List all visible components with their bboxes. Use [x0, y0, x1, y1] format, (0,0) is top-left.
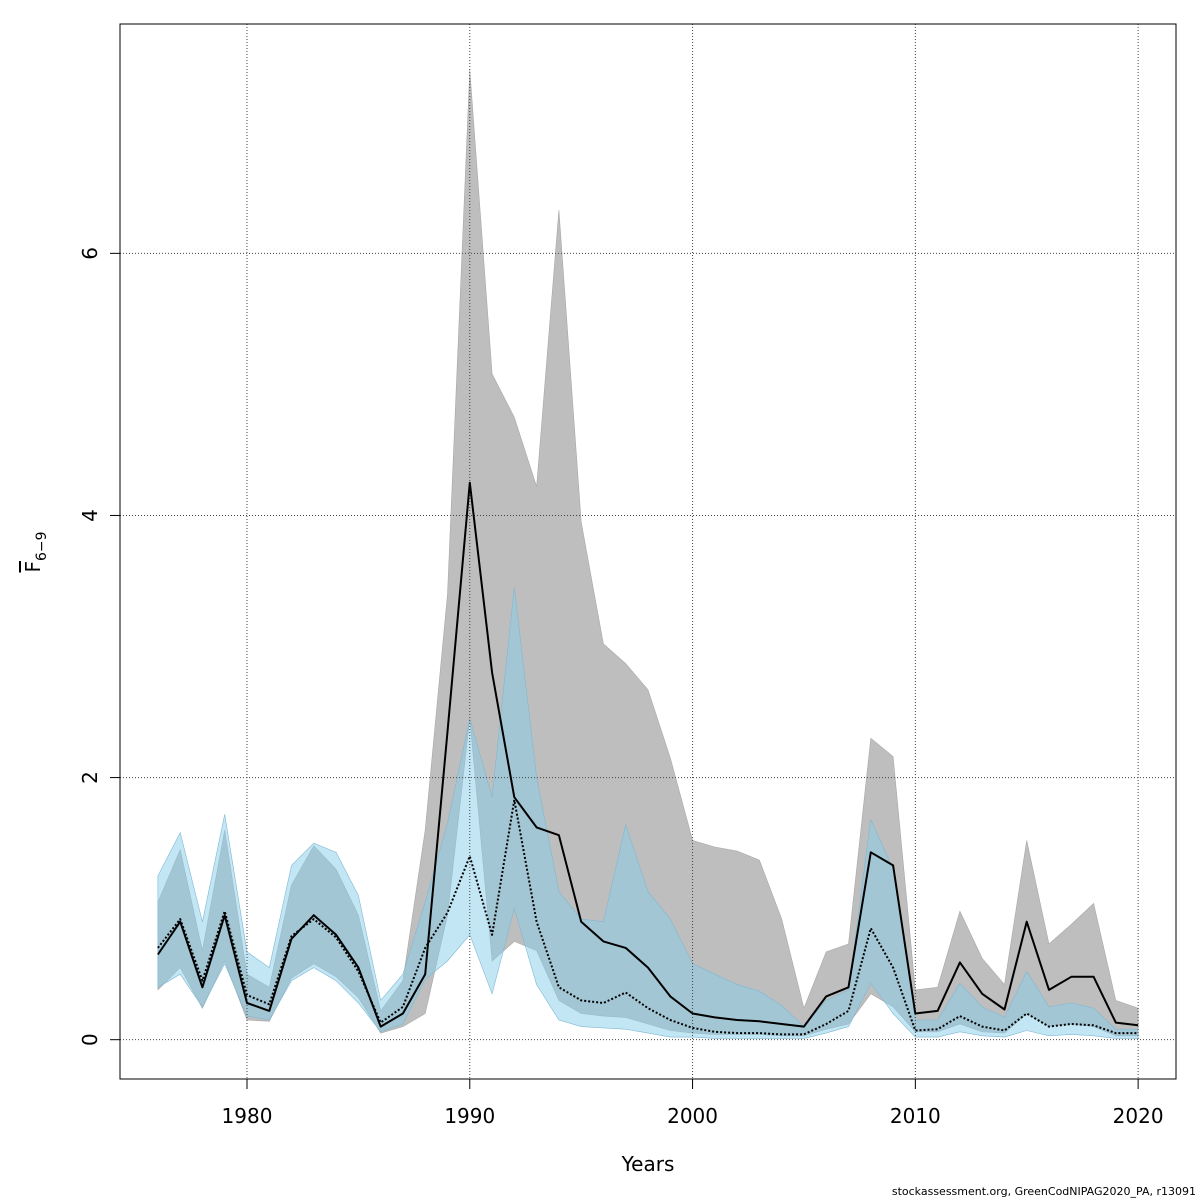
- y-axis-title-sub: 6−9: [34, 531, 50, 561]
- y-tick-label: 2: [78, 771, 102, 784]
- series-lines: [157, 481, 1139, 1036]
- x-tick-label: 1990: [444, 1104, 495, 1128]
- x-tick-label: 2000: [667, 1104, 718, 1128]
- x-tick-label: 2020: [1113, 1104, 1164, 1128]
- y-axis-title: F6−9: [21, 531, 50, 572]
- y-tick-label: 4: [78, 509, 102, 522]
- svg-text:F6−9: F6−9: [21, 531, 50, 572]
- y-axis-title-main: F: [21, 561, 45, 573]
- y-tick-label: 0: [78, 1033, 102, 1046]
- x-tick-label: 1980: [222, 1104, 273, 1128]
- grid-lines: [120, 24, 1176, 1079]
- x-axis: 1980 1990 2000 2010 2020: [222, 1079, 1164, 1128]
- series-line-1: [157, 481, 1139, 1028]
- series-line-2: [157, 798, 1139, 1036]
- plot-frame: [119, 23, 1177, 1080]
- y-tick-label: 6: [78, 247, 102, 260]
- y-axis: 0 2 4 6: [78, 247, 120, 1046]
- credit-footer: stockassessment.org, GreenCodNIPAG2020_P…: [891, 1185, 1196, 1198]
- x-axis-title: Years: [621, 1152, 675, 1176]
- x-tick-label: 2010: [890, 1104, 941, 1128]
- confidence-bands: [157, 69, 1139, 1039]
